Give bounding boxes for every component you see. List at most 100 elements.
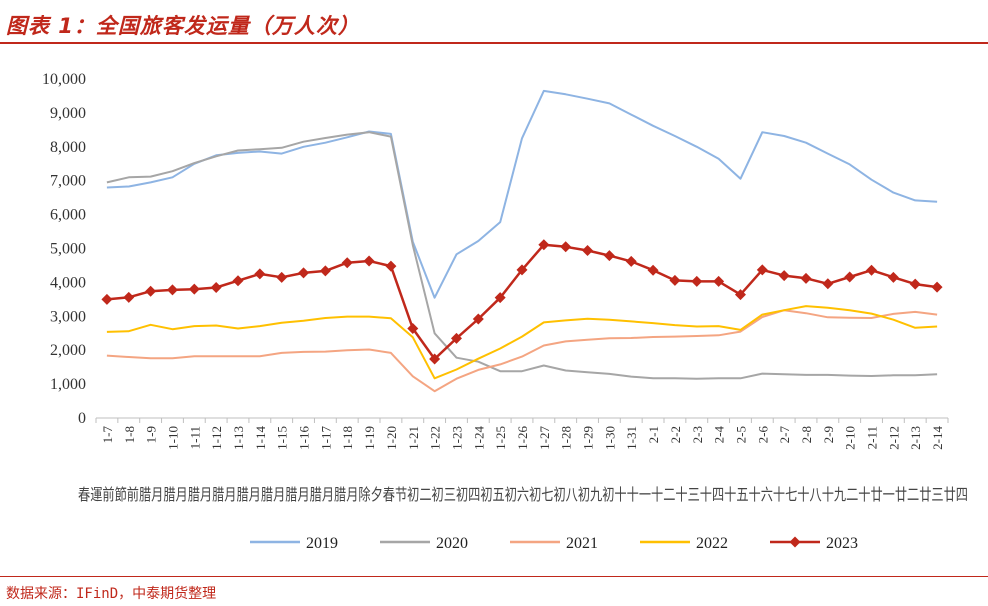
data-point-2023 <box>254 268 266 280</box>
legend-label-2019: 2019 <box>306 535 338 552</box>
x-tick-label: 1-22 <box>428 426 443 450</box>
data-point-2023 <box>756 264 768 276</box>
x-tick-label: 2-5 <box>733 426 748 443</box>
series-lines <box>101 89 943 393</box>
x-tick-label: 1-7 <box>100 426 115 444</box>
x-tick-label: 1-23 <box>449 426 464 450</box>
series-line-2021 <box>106 309 938 393</box>
legend-label-2022: 2022 <box>696 535 728 552</box>
x-tick-label: 1-18 <box>340 426 355 450</box>
data-point-2023 <box>647 264 659 276</box>
x-sublabel-row: 春運前節前腊月腊月腊月腊月腊月腊月腊月腊月腊月除夕春节初二初三初四初五初六初七初… <box>78 485 968 504</box>
data-point-2023 <box>210 281 222 293</box>
data-point-2023 <box>822 278 834 290</box>
chart-legend: 2019 2020 2021 2022 2023 <box>250 535 858 552</box>
y-tick-label: 1,000 <box>50 376 86 393</box>
y-tick-label: 5,000 <box>50 241 86 258</box>
x-tick-label: 2-12 <box>886 426 901 450</box>
x-tick-label: 1-31 <box>624 426 639 450</box>
x-tick-label: 1-29 <box>581 426 596 450</box>
data-point-2023 <box>166 284 178 296</box>
data-point-2023 <box>319 265 331 277</box>
x-tick-label: 2-10 <box>843 426 858 450</box>
legend-marker-2023 <box>789 536 801 548</box>
data-point-2023 <box>341 257 353 269</box>
x-tick-label: 1-16 <box>297 426 312 450</box>
title-divider <box>0 42 988 44</box>
x-tick-label: 1-11 <box>187 426 202 449</box>
data-point-2023 <box>800 272 812 284</box>
data-point-2023 <box>560 241 572 253</box>
data-point-2023 <box>472 313 484 325</box>
x-tick-label: 1-26 <box>515 426 530 450</box>
data-point-2023 <box>516 264 528 276</box>
data-point-2023 <box>866 264 878 276</box>
y-tick-label: 4,000 <box>50 274 86 291</box>
x-tick-label: 1-9 <box>144 426 159 443</box>
x-tick-label: 2-7 <box>777 426 792 444</box>
x-tick-label: 1-14 <box>253 426 268 450</box>
y-tick-label: 10,000 <box>42 71 86 88</box>
x-tick-label: 1-25 <box>493 426 508 450</box>
y-tick-label: 6,000 <box>50 207 86 224</box>
data-point-2023 <box>298 267 310 279</box>
x-tick-label: 1-28 <box>559 426 574 450</box>
x-tick-label: 1-27 <box>537 426 552 450</box>
x-tick-label: 1-8 <box>122 426 137 443</box>
data-point-2023 <box>276 271 288 283</box>
x-tick-label: 2-13 <box>908 426 923 450</box>
data-point-2023 <box>101 293 113 305</box>
data-point-2023 <box>385 260 397 272</box>
data-point-2023 <box>450 332 462 344</box>
data-point-2023 <box>887 271 899 283</box>
x-tick-label: 2-14 <box>930 426 945 450</box>
y-tick-label: 0 <box>78 410 86 427</box>
x-tick-label: 2-3 <box>690 426 705 443</box>
series-line-2023 <box>106 243 938 361</box>
data-point-2023 <box>123 291 135 303</box>
data-point-2023 <box>188 283 200 295</box>
y-tick-label: 2,000 <box>50 342 86 359</box>
footer-divider <box>0 576 988 577</box>
data-point-2023 <box>429 353 441 365</box>
chart-title: 图表 1：全国旅客发运量（万人次） <box>6 14 360 38</box>
x-tick-label: 2-9 <box>821 426 836 443</box>
source-note: 数据来源：IFinD，中泰期货整理 <box>6 586 217 602</box>
line-chart: 0 1,000 2,000 3,000 4,000 5,000 6,000 7,000 8,00… <box>42 71 968 552</box>
legend-label-2020: 2020 <box>436 535 468 552</box>
y-tick-label: 9,000 <box>50 105 86 122</box>
x-tick-label: 1-21 <box>406 426 421 450</box>
series-line-2022 <box>106 305 938 380</box>
data-point-2023 <box>691 275 703 287</box>
x-tick-label: 1-30 <box>602 426 617 450</box>
data-point-2023 <box>734 289 746 301</box>
data-point-2023 <box>713 275 725 287</box>
x-tick-label: 2-1 <box>646 426 661 443</box>
data-point-2023 <box>625 255 637 267</box>
x-tick-label: 1-12 <box>209 426 224 450</box>
data-point-2023 <box>538 239 550 251</box>
y-tick-label: 3,000 <box>50 308 86 325</box>
data-point-2023 <box>363 255 375 267</box>
series-line-2020 <box>106 131 938 380</box>
x-tick-label: 1-20 <box>384 426 399 450</box>
x-tick-label: 1-24 <box>471 426 486 450</box>
legend-label-2023: 2023 <box>826 535 858 552</box>
data-point-2023 <box>778 270 790 282</box>
chart-axes: 0 1,000 2,000 3,000 4,000 5,000 6,000 7,000 8,00… <box>42 71 968 504</box>
x-tick-label: 1-15 <box>275 426 290 450</box>
x-tick-label: 1-13 <box>231 426 246 450</box>
data-point-2023 <box>494 292 506 304</box>
x-tick-label: 1-19 <box>362 426 377 450</box>
data-point-2023 <box>909 278 921 290</box>
data-point-2023 <box>407 323 419 335</box>
data-point-2023 <box>232 275 244 287</box>
x-tick-label: 2-8 <box>799 426 814 443</box>
x-tick-label: 2-4 <box>712 426 727 444</box>
x-tick-label: 2-2 <box>668 426 683 443</box>
data-point-2023 <box>603 250 615 262</box>
data-point-2023 <box>844 271 856 283</box>
y-tick-label: 8,000 <box>50 139 86 156</box>
x-tick-label: 2-11 <box>865 426 880 449</box>
data-point-2023 <box>582 245 594 257</box>
